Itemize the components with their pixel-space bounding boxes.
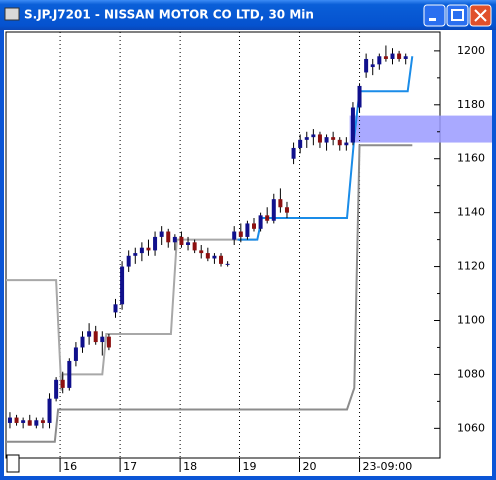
y-tick-label: 1180 bbox=[457, 98, 485, 111]
y-tick-label: 1140 bbox=[457, 206, 485, 219]
candle-body bbox=[21, 420, 26, 423]
candle-body bbox=[47, 398, 52, 423]
candle-body bbox=[278, 199, 283, 208]
candle-body bbox=[54, 379, 59, 399]
candle-body bbox=[364, 58, 369, 73]
candle-body bbox=[146, 247, 151, 251]
candle-body bbox=[265, 215, 270, 221]
candle-body bbox=[153, 236, 158, 251]
x-tick-label: 17 bbox=[123, 460, 137, 473]
candle-body bbox=[34, 420, 39, 426]
candle-body bbox=[179, 236, 184, 245]
y-tick-label: 1080 bbox=[457, 367, 485, 380]
indicator-line bbox=[6, 144, 413, 443]
x-tick-label: 23-09:00 bbox=[363, 460, 413, 473]
candle-body bbox=[40, 420, 45, 423]
candle-body bbox=[403, 56, 408, 59]
candle-body bbox=[133, 253, 138, 256]
candle-body bbox=[205, 253, 210, 259]
candle-body bbox=[60, 379, 65, 388]
y-tick-label: 1060 bbox=[457, 421, 485, 434]
candle-body bbox=[186, 242, 191, 245]
candle-body bbox=[120, 266, 125, 305]
indicator-line bbox=[6, 238, 256, 391]
candle-body bbox=[377, 56, 382, 65]
candle-body bbox=[73, 347, 78, 361]
minimize-button[interactable] bbox=[423, 4, 446, 27]
candle-body bbox=[350, 107, 355, 143]
candle-body bbox=[87, 331, 92, 337]
candle-body bbox=[80, 336, 85, 348]
candle-body bbox=[27, 420, 32, 426]
close-button[interactable] bbox=[469, 4, 492, 27]
candle-body bbox=[225, 263, 230, 265]
candle-body bbox=[106, 336, 111, 348]
candle-body bbox=[172, 236, 177, 243]
y-tick-label: 1200 bbox=[457, 44, 485, 57]
app-icon[interactable] bbox=[4, 7, 20, 21]
candle-body bbox=[113, 304, 118, 313]
x-tick-label: 19 bbox=[242, 460, 256, 473]
candle-body bbox=[252, 223, 256, 229]
maximize-button[interactable] bbox=[446, 4, 469, 27]
y-tick-label: 1160 bbox=[457, 152, 485, 165]
candle-body bbox=[126, 255, 131, 267]
plot-area bbox=[5, 31, 441, 459]
candle-body bbox=[212, 255, 217, 259]
y-tick-label: 1120 bbox=[457, 260, 485, 273]
x-tick-label: 18 bbox=[183, 460, 197, 473]
candle-body bbox=[192, 242, 197, 251]
candle-body bbox=[390, 53, 395, 59]
x-tick-label: 16 bbox=[63, 460, 77, 473]
x-tick-label: 20 bbox=[303, 460, 317, 473]
candle-body bbox=[311, 134, 316, 138]
candle-body bbox=[7, 417, 12, 423]
candle-body bbox=[304, 137, 309, 140]
candle-body bbox=[258, 215, 263, 229]
candle-body bbox=[245, 223, 250, 237]
candle-body bbox=[14, 417, 19, 423]
candle-body bbox=[317, 134, 322, 143]
candle-body bbox=[219, 255, 224, 264]
candle-body bbox=[199, 250, 204, 254]
y-tick-label: 1100 bbox=[457, 313, 485, 326]
window-title: S.JP.J7201 - NISSAN MOTOR CO LTD, 30 Min bbox=[24, 8, 314, 22]
candle-body bbox=[331, 137, 336, 140]
scroll-box[interactable] bbox=[6, 454, 20, 473]
candle-body bbox=[139, 247, 144, 254]
candle-body bbox=[397, 53, 402, 59]
candle-body bbox=[166, 231, 171, 243]
candle-body bbox=[370, 64, 375, 68]
candle-body bbox=[67, 360, 72, 388]
candle-body bbox=[383, 56, 388, 59]
candle-body bbox=[159, 231, 164, 237]
candle-body bbox=[291, 147, 296, 159]
chart: 1060 1080 1100 1120 1140 1160 1180 1200 16 17 18 19… bbox=[6, 32, 492, 473]
indicator-line bbox=[237, 56, 414, 241]
candle-body bbox=[298, 139, 303, 148]
candle-body bbox=[271, 199, 276, 221]
candle-body bbox=[357, 85, 362, 108]
candle-body bbox=[232, 231, 237, 240]
candle-body bbox=[337, 139, 342, 146]
price-zone bbox=[349, 115, 492, 143]
candle-body bbox=[324, 137, 329, 143]
title-bar bbox=[0, 0, 496, 30]
candle-body bbox=[238, 231, 243, 237]
candle-body bbox=[93, 331, 98, 343]
candle-body bbox=[344, 142, 349, 146]
candle-body bbox=[100, 336, 105, 343]
candle-body bbox=[284, 207, 289, 213]
